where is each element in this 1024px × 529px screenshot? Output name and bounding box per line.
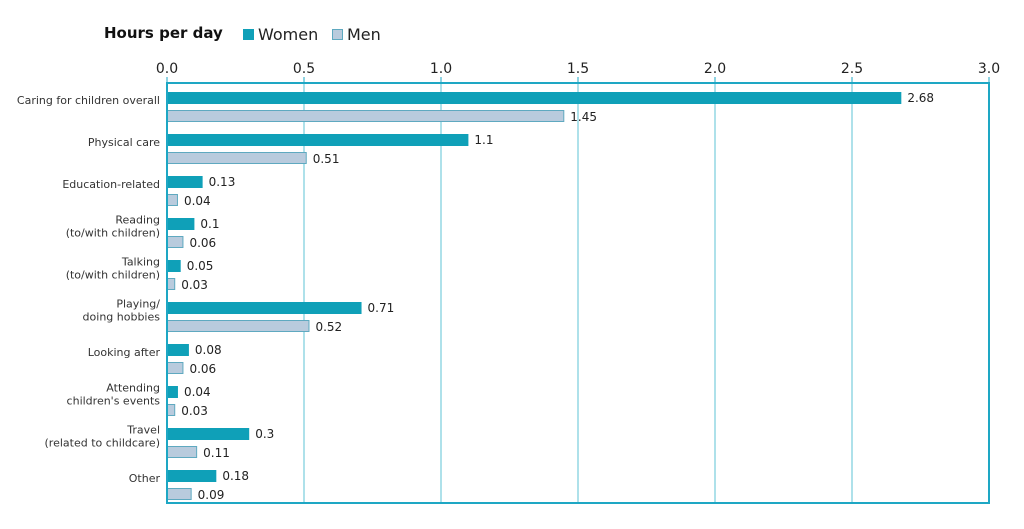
bar-men	[167, 152, 307, 164]
category-label: Playing/	[116, 298, 160, 311]
bar-men	[167, 404, 176, 416]
x-tick-label: 0.5	[293, 61, 315, 77]
category-label: Physical care	[88, 136, 160, 149]
grid-lines	[303, 83, 853, 503]
value-label-women: 0.08	[195, 343, 222, 357]
bar-women	[167, 260, 181, 272]
legend-women-swatch	[243, 29, 254, 40]
value-label-men: 0.03	[181, 404, 208, 418]
category-label: doing hobbies	[83, 311, 161, 324]
value-label-women: 0.71	[368, 301, 395, 315]
legend-men-label: Men	[347, 25, 381, 44]
category-label: Other	[129, 472, 161, 485]
category-labels: Caring for children overall Physical care…	[17, 94, 161, 485]
bar-women	[167, 386, 178, 398]
x-tick-label: 2.0	[704, 61, 726, 77]
x-tick-label: 2.5	[841, 61, 863, 77]
value-label-men: 0.52	[315, 320, 342, 334]
bar-men	[167, 362, 184, 374]
plot-frame	[166, 82, 990, 504]
bar-men	[167, 194, 178, 206]
bar-women	[167, 470, 217, 482]
value-label-men: 0.06	[189, 362, 216, 376]
legend-title: Hours per day	[104, 24, 223, 42]
value-label-men: 0.11	[203, 446, 230, 460]
category-label: Education-related	[62, 178, 160, 191]
x-axis-ticks: 0.0 0.5 1.0 1.5 2.0 2.5 3.0	[156, 61, 1000, 83]
category-label: (related to childcare)	[45, 437, 160, 450]
bar-men	[167, 110, 565, 122]
value-label-women: 0.04	[184, 385, 211, 399]
legend: Hours per day Women Men	[104, 24, 381, 44]
bars: 2.68 1.45 1.1 0.51 0.13 0.04 0.1 0.06 0.05 0.03 0.…	[167, 91, 934, 502]
category-label: Reading	[115, 214, 160, 227]
value-label-men: 0.03	[181, 278, 208, 292]
value-label-men: 0.51	[313, 152, 340, 166]
category-label: Caring for children overall	[17, 94, 160, 107]
category-label: Attending	[106, 382, 160, 395]
bar-men	[167, 446, 198, 458]
category-label: Looking after	[88, 346, 161, 359]
category-label: (to/with children)	[66, 227, 160, 240]
value-label-men: 0.04	[184, 194, 211, 208]
bar-women	[167, 92, 902, 104]
legend-women-label: Women	[258, 25, 318, 44]
value-label-women: 0.1	[200, 217, 219, 231]
value-label-men: 1.45	[570, 110, 597, 124]
bar-women	[167, 218, 195, 230]
bar-men	[167, 236, 184, 248]
x-tick-label: 3.0	[978, 61, 1000, 77]
x-tick-label: 1.0	[430, 61, 452, 77]
value-label-men: 0.09	[198, 488, 225, 502]
bar-men	[167, 320, 310, 332]
legend-men-swatch	[332, 29, 343, 40]
value-label-women: 2.68	[907, 91, 934, 105]
bar-men	[167, 488, 192, 500]
x-tick-label: 1.5	[567, 61, 589, 77]
category-label: Travel	[126, 424, 160, 437]
bar-women	[167, 428, 250, 440]
bar-women	[167, 302, 362, 314]
value-label-women: 1.1	[474, 133, 493, 147]
value-label-men: 0.06	[189, 236, 216, 250]
x-tick-label: 0.0	[156, 61, 178, 77]
bar-women	[167, 176, 203, 188]
bar-men	[167, 278, 176, 290]
value-label-women: 0.3	[255, 427, 274, 441]
value-label-women: 0.13	[209, 175, 236, 189]
category-label: (to/with children)	[66, 269, 160, 282]
bar-women	[167, 134, 469, 146]
category-label: children's events	[67, 395, 161, 408]
value-label-women: 0.05	[187, 259, 214, 273]
value-label-women: 0.18	[222, 469, 249, 483]
category-label: Talking	[121, 256, 160, 269]
bar-women	[167, 344, 189, 356]
